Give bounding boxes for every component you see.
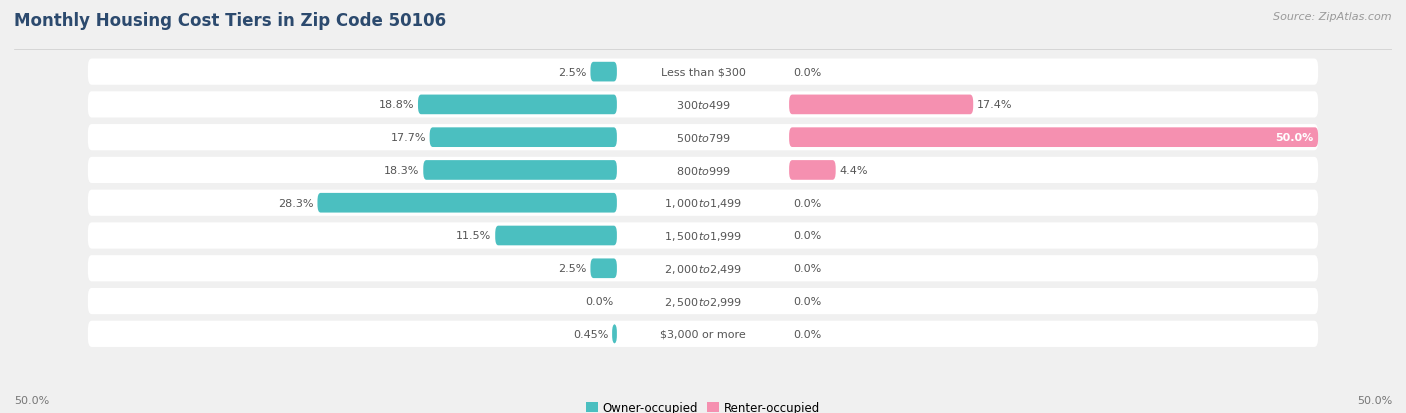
- Text: 0.0%: 0.0%: [585, 297, 613, 306]
- Text: 50.0%: 50.0%: [14, 395, 49, 405]
- FancyBboxPatch shape: [789, 128, 1319, 148]
- Text: 2.5%: 2.5%: [558, 67, 586, 77]
- Text: 50.0%: 50.0%: [1275, 133, 1313, 143]
- FancyBboxPatch shape: [789, 161, 835, 180]
- FancyBboxPatch shape: [612, 324, 617, 344]
- FancyBboxPatch shape: [591, 63, 617, 82]
- Text: Less than $300: Less than $300: [661, 67, 745, 77]
- Text: 17.4%: 17.4%: [977, 100, 1012, 110]
- Text: 18.8%: 18.8%: [378, 100, 415, 110]
- FancyBboxPatch shape: [318, 193, 617, 213]
- FancyBboxPatch shape: [418, 95, 617, 115]
- Text: $2,000 to $2,499: $2,000 to $2,499: [664, 262, 742, 275]
- Text: 11.5%: 11.5%: [457, 231, 492, 241]
- Text: $2,500 to $2,999: $2,500 to $2,999: [664, 295, 742, 308]
- Text: 0.0%: 0.0%: [793, 67, 821, 77]
- FancyBboxPatch shape: [87, 223, 1319, 249]
- Text: 18.3%: 18.3%: [384, 166, 419, 176]
- Text: 17.7%: 17.7%: [391, 133, 426, 143]
- Text: $1,000 to $1,499: $1,000 to $1,499: [664, 197, 742, 210]
- Text: 0.0%: 0.0%: [793, 329, 821, 339]
- Text: Source: ZipAtlas.com: Source: ZipAtlas.com: [1274, 12, 1392, 22]
- Text: Monthly Housing Cost Tiers in Zip Code 50106: Monthly Housing Cost Tiers in Zip Code 5…: [14, 12, 446, 30]
- Text: 0.0%: 0.0%: [793, 297, 821, 306]
- Text: 28.3%: 28.3%: [278, 198, 314, 208]
- Text: 4.4%: 4.4%: [839, 166, 868, 176]
- FancyBboxPatch shape: [87, 157, 1319, 184]
- Legend: Owner-occupied, Renter-occupied: Owner-occupied, Renter-occupied: [586, 401, 820, 413]
- Text: $300 to $499: $300 to $499: [675, 99, 731, 111]
- Text: $3,000 or more: $3,000 or more: [661, 329, 745, 339]
- FancyBboxPatch shape: [430, 128, 617, 148]
- Text: $800 to $999: $800 to $999: [675, 164, 731, 176]
- FancyBboxPatch shape: [87, 59, 1319, 85]
- Text: 50.0%: 50.0%: [1357, 395, 1392, 405]
- Text: 0.45%: 0.45%: [574, 329, 609, 339]
- Text: $500 to $799: $500 to $799: [675, 132, 731, 144]
- FancyBboxPatch shape: [87, 288, 1319, 314]
- FancyBboxPatch shape: [87, 190, 1319, 216]
- FancyBboxPatch shape: [87, 125, 1319, 151]
- Text: 0.0%: 0.0%: [793, 231, 821, 241]
- FancyBboxPatch shape: [789, 95, 973, 115]
- FancyBboxPatch shape: [591, 259, 617, 278]
- Text: 2.5%: 2.5%: [558, 263, 586, 273]
- Text: 0.0%: 0.0%: [793, 198, 821, 208]
- FancyBboxPatch shape: [87, 92, 1319, 118]
- FancyBboxPatch shape: [87, 321, 1319, 347]
- FancyBboxPatch shape: [87, 256, 1319, 282]
- FancyBboxPatch shape: [423, 161, 617, 180]
- Text: $1,500 to $1,999: $1,500 to $1,999: [664, 230, 742, 242]
- Text: 0.0%: 0.0%: [793, 263, 821, 273]
- FancyBboxPatch shape: [495, 226, 617, 246]
